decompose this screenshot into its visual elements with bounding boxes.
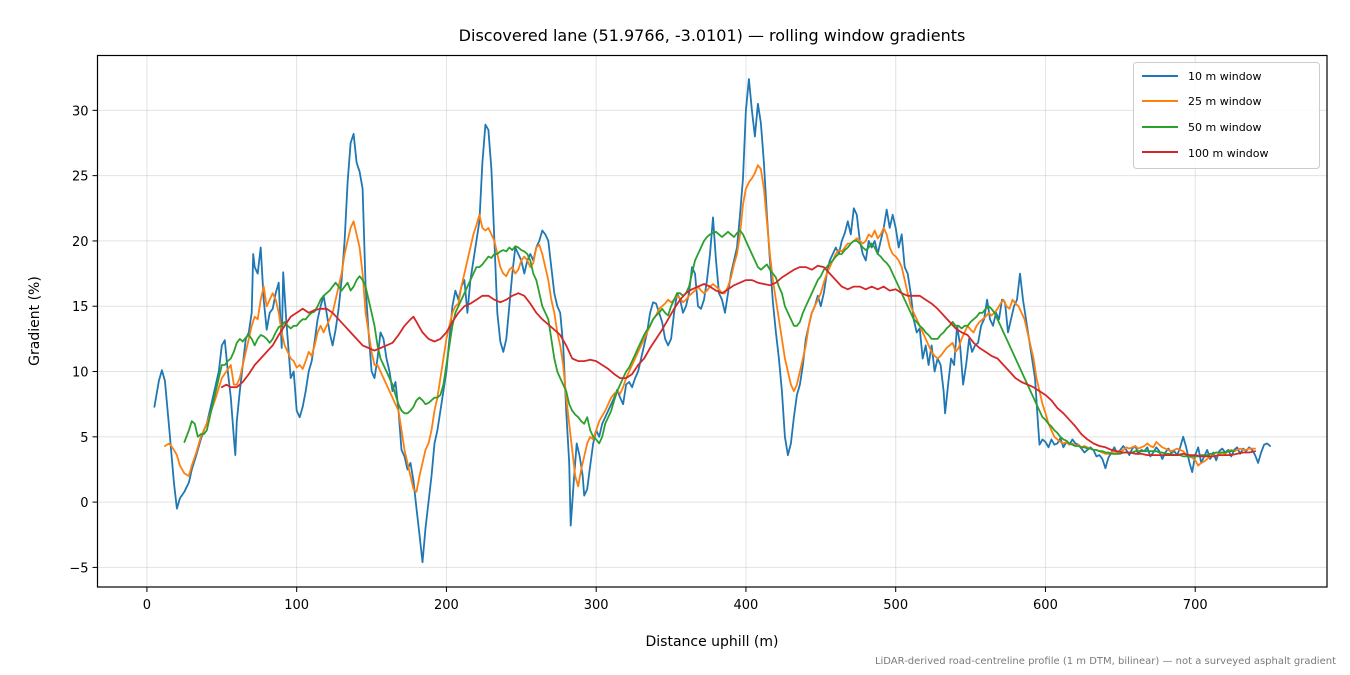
- y-axis-ticks: −5 0 5 10 15 20 25 30: [69, 104, 98, 576]
- y-tick-label: −5: [69, 561, 88, 576]
- legend-label-25m: 25 m window: [1188, 95, 1261, 108]
- y-tick-label: 15: [72, 300, 89, 315]
- x-axis-ticks: 0 100 200 300 400 500 600 700: [143, 587, 1208, 613]
- series-line-50: [183, 229, 1236, 458]
- x-tick-label: 200: [434, 598, 459, 613]
- y-tick-label: 30: [72, 104, 89, 119]
- y-tick-label: 20: [72, 235, 89, 250]
- y-tick-label: 5: [80, 431, 88, 446]
- x-tick-label: 100: [284, 598, 309, 613]
- legend-label-100m: 100 m window: [1188, 147, 1268, 160]
- legend-box: [1133, 62, 1320, 169]
- x-tick-label: 0: [143, 598, 151, 613]
- y-tick-label: 25: [72, 170, 89, 185]
- plot-series: [153, 78, 1271, 564]
- x-tick-label: 500: [883, 598, 908, 613]
- legend-label-50m: 50 m window: [1188, 121, 1261, 134]
- legend-label-10m: 10 m window: [1188, 70, 1261, 83]
- x-tick-label: 400: [734, 598, 759, 613]
- y-tick-label: 10: [72, 366, 89, 381]
- y-tick-label: 0: [80, 496, 88, 511]
- chart-caption: LiDAR-derived road-centreline profile (1…: [875, 656, 1336, 667]
- chart-title: Discovered lane (51.9766, -3.0101) — rol…: [459, 26, 966, 45]
- x-axis-label: Distance uphill (m): [646, 634, 779, 650]
- x-tick-label: 300: [584, 598, 609, 613]
- series-line-100: [220, 264, 1256, 458]
- x-tick-label: 700: [1183, 598, 1208, 613]
- grid-lines: [97, 55, 1327, 587]
- y-axis-label: Gradient (%): [27, 276, 43, 366]
- series-line-10: [153, 78, 1271, 564]
- x-tick-label: 600: [1033, 598, 1058, 613]
- plot-frame: [96, 54, 1328, 588]
- legend: 10 m window 25 m window 50 m window 100 …: [1133, 62, 1320, 169]
